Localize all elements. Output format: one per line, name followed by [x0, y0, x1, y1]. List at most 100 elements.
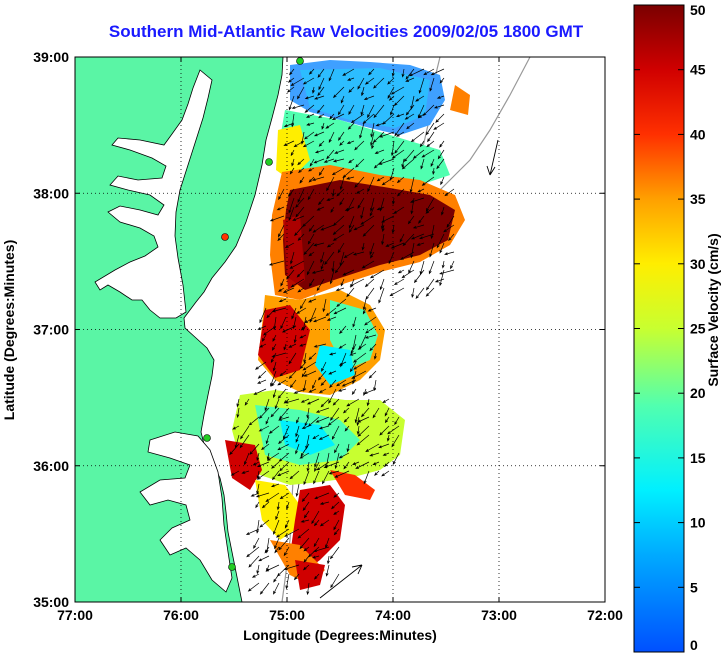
velocity-arrow — [332, 233, 345, 241]
velocity-arrow — [354, 176, 365, 188]
velocity-arrow — [321, 470, 330, 485]
velocity-arrow — [282, 287, 295, 293]
velocity-arrow — [351, 370, 367, 379]
velocity-arrow — [279, 407, 290, 420]
velocity-arrows — [229, 68, 455, 596]
velocity-arrow — [278, 188, 285, 201]
velocity-arrow — [385, 242, 395, 247]
velocity-arrow — [308, 224, 315, 232]
velocity-arrow — [425, 206, 435, 214]
velocity-arrow — [390, 86, 405, 95]
scale-arrow — [319, 564, 363, 599]
velocity-arrow — [244, 452, 250, 466]
velocity-arrow — [374, 149, 385, 154]
velocity-arrow — [421, 149, 435, 158]
velocity-arrow — [368, 68, 375, 76]
velocity-arrow — [429, 242, 435, 258]
velocity-arrow — [271, 343, 277, 351]
velocity-arrow — [333, 492, 340, 498]
velocity-arrow — [259, 307, 267, 324]
velocity-arrow — [265, 492, 280, 502]
velocity-arrow — [304, 131, 315, 140]
velocity-arrow — [326, 197, 335, 201]
velocity-arrow — [339, 176, 345, 191]
velocity-arrow — [253, 537, 260, 549]
velocity-arrow — [269, 215, 285, 222]
velocity-arrow — [280, 278, 285, 287]
velocity-arrow — [256, 564, 260, 575]
velocity-arrow — [288, 370, 297, 379]
colorbar-label: Surface Velocity (cm/s) — [705, 233, 721, 386]
velocity-arrow — [332, 86, 345, 99]
velocity-arrow — [272, 361, 277, 372]
velocity-arrow — [356, 188, 365, 194]
velocity-arrow — [410, 197, 415, 215]
y-tick-label: 36:00 — [33, 458, 69, 474]
velocity-arrow — [331, 260, 335, 273]
velocity-arrow — [299, 361, 307, 370]
velocity-arrow — [382, 398, 390, 404]
velocity-arrow — [316, 104, 325, 114]
velocity-arrow — [316, 206, 325, 211]
velocity-arrow — [318, 197, 325, 206]
velocity-arrow — [331, 113, 345, 121]
velocity-arrow — [391, 197, 395, 205]
velocity-arrow — [251, 573, 260, 578]
velocity-arrow — [403, 149, 415, 162]
velocity-arrow — [444, 188, 455, 197]
velocity-arrow — [378, 158, 395, 165]
velocity-arrow — [363, 388, 377, 395]
x-tick-label: 77:00 — [57, 607, 93, 623]
velocity-arrow — [295, 483, 300, 497]
velocity-arrow — [301, 370, 307, 378]
velocity-arrow — [306, 398, 320, 405]
velocity-arrow — [271, 352, 287, 358]
velocity-arrow — [379, 425, 390, 436]
velocity-arrow — [351, 388, 357, 395]
velocity-arrow — [436, 233, 445, 249]
colorbar-tick-label: 0 — [690, 637, 698, 653]
station-marker — [296, 57, 304, 65]
y-tick-label: 35:00 — [33, 594, 69, 610]
velocity-arrow — [268, 425, 280, 434]
y-tick-label: 39:00 — [33, 49, 69, 65]
velocity-arrow — [330, 573, 340, 589]
velocity-arrow — [395, 113, 405, 118]
velocity-arrow — [333, 510, 340, 515]
velocity-arrow — [303, 352, 307, 364]
velocity-arrow — [401, 158, 415, 170]
velocity-arrow — [343, 251, 355, 258]
velocity-arrow — [303, 242, 315, 256]
velocity-arrow — [261, 334, 267, 342]
velocity-arrow — [304, 95, 315, 100]
velocity-arrow — [330, 206, 335, 213]
velocity-arrow — [274, 398, 280, 410]
velocity-arrow — [337, 388, 347, 392]
velocity-arrow — [289, 379, 297, 389]
velocity-arrow — [391, 434, 400, 448]
velocity-arrow — [353, 361, 367, 370]
velocity-arrow — [283, 564, 300, 571]
velocity-arrow — [323, 158, 335, 163]
velocity-arrow — [302, 77, 315, 85]
velocity-arrow — [305, 113, 315, 118]
velocity-arrow — [297, 233, 305, 241]
velocity-arrow — [299, 452, 310, 459]
x-tick-label: 72:00 — [587, 607, 623, 623]
velocity-arrow — [278, 537, 290, 551]
velocity-arrow — [313, 519, 320, 527]
velocity-arrow — [308, 176, 315, 183]
velocity-arrow — [277, 443, 290, 451]
velocity-arrow — [356, 416, 360, 427]
velocity-arrow — [384, 416, 390, 424]
velocity-arrow — [278, 434, 290, 444]
velocity-arrow — [290, 251, 295, 265]
velocity-arrow — [293, 573, 300, 581]
velocity-arrow — [318, 77, 325, 91]
velocity-arrow — [419, 260, 425, 275]
velocity-arrow — [320, 251, 325, 264]
velocity-arrow — [401, 68, 405, 78]
velocity-arrow — [312, 434, 320, 440]
velocity-arrow — [259, 582, 270, 595]
